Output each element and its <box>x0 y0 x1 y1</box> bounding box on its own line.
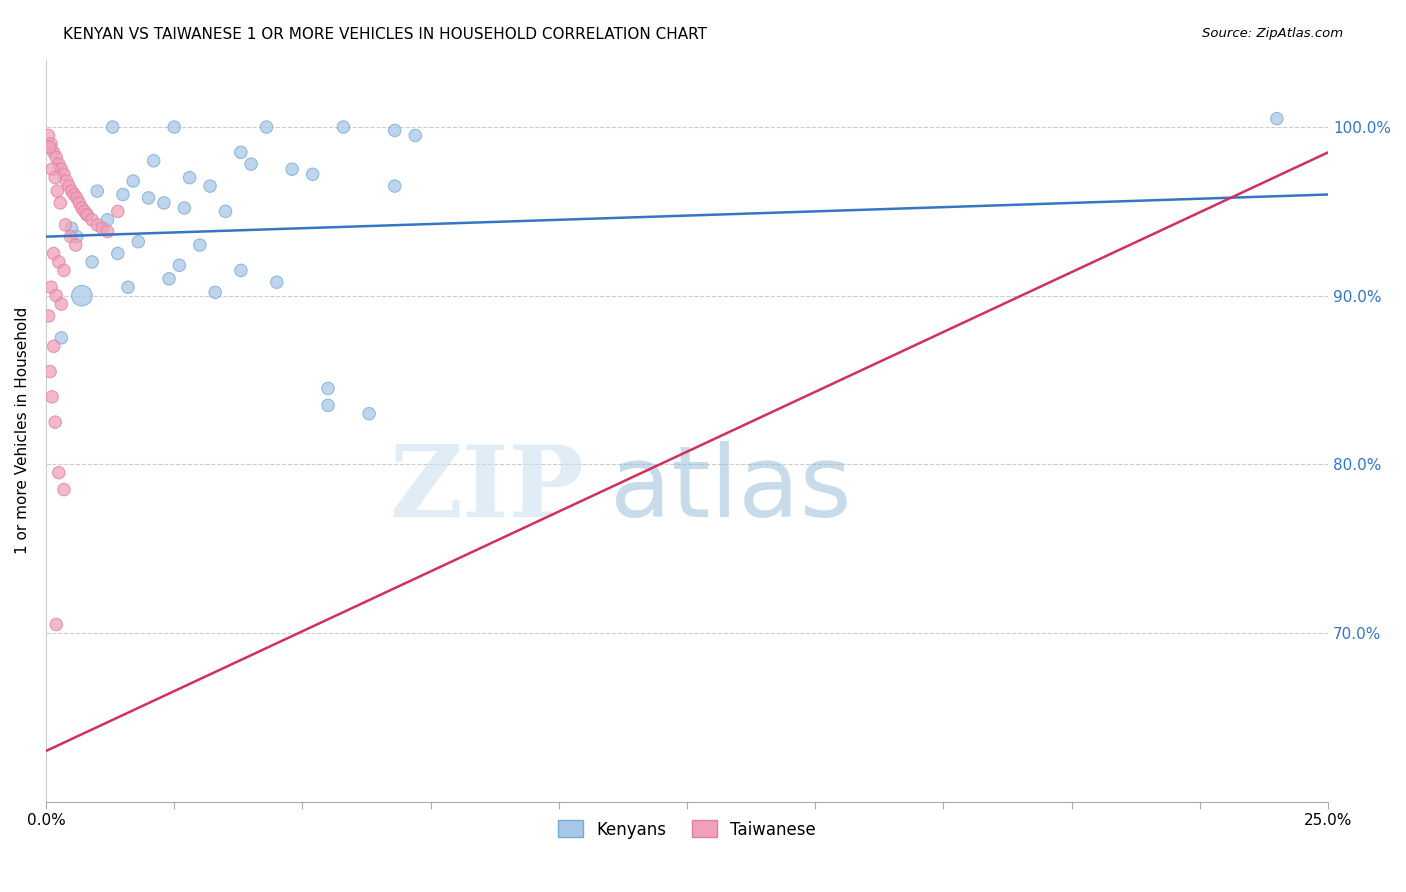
Legend: Kenyans, Taiwanese: Kenyans, Taiwanese <box>551 814 823 846</box>
Point <box>384 179 406 194</box>
Point <box>281 162 304 177</box>
Point <box>266 275 288 289</box>
Point <box>153 196 176 211</box>
Point <box>86 184 108 198</box>
Point <box>76 208 98 222</box>
Point <box>41 162 63 177</box>
Point <box>60 184 83 198</box>
Point <box>39 280 62 294</box>
Point <box>55 174 77 188</box>
Point <box>39 365 62 379</box>
Point <box>127 235 149 249</box>
Point <box>39 140 62 154</box>
Point <box>214 204 236 219</box>
Y-axis label: 1 or more Vehicles in Household: 1 or more Vehicles in Household <box>15 307 30 554</box>
Point <box>82 255 104 269</box>
Point <box>66 191 89 205</box>
Point <box>65 238 87 252</box>
Point <box>70 288 93 302</box>
Point <box>59 229 82 244</box>
Point <box>204 285 226 300</box>
Point <box>51 331 73 345</box>
Point <box>384 123 406 137</box>
Point <box>44 415 66 429</box>
Point <box>404 128 426 143</box>
Text: ZIP: ZIP <box>389 442 585 539</box>
Point <box>76 208 98 222</box>
Point <box>48 466 70 480</box>
Point <box>41 390 63 404</box>
Point <box>42 246 65 260</box>
Point <box>359 407 381 421</box>
Point <box>86 218 108 232</box>
Point <box>240 157 263 171</box>
Point <box>45 617 67 632</box>
Point <box>39 136 62 151</box>
Point <box>111 187 134 202</box>
Point <box>51 297 73 311</box>
Point <box>107 246 129 260</box>
Point <box>173 201 195 215</box>
Point <box>58 179 80 194</box>
Point <box>96 225 118 239</box>
Point <box>256 120 278 134</box>
Point <box>229 145 252 160</box>
Point <box>101 120 124 134</box>
Point <box>142 153 165 168</box>
Point <box>66 229 89 244</box>
Point <box>188 238 211 252</box>
Point <box>169 258 191 272</box>
Point <box>163 120 186 134</box>
Point <box>157 272 180 286</box>
Point <box>38 309 60 323</box>
Point <box>70 201 93 215</box>
Point <box>45 288 67 302</box>
Point <box>49 196 72 211</box>
Point <box>48 157 70 171</box>
Point <box>52 167 75 181</box>
Point <box>73 204 96 219</box>
Point <box>52 263 75 277</box>
Point <box>42 339 65 353</box>
Point <box>179 170 201 185</box>
Text: Source: ZipAtlas.com: Source: ZipAtlas.com <box>1202 27 1343 40</box>
Point <box>46 184 69 198</box>
Point <box>60 221 83 235</box>
Point <box>229 263 252 277</box>
Point <box>67 196 90 211</box>
Point <box>316 398 339 412</box>
Point <box>63 187 86 202</box>
Point <box>42 145 65 160</box>
Point <box>198 179 221 194</box>
Point <box>38 128 60 143</box>
Point <box>1265 112 1288 126</box>
Text: KENYAN VS TAIWANESE 1 OR MORE VEHICLES IN HOUSEHOLD CORRELATION CHART: KENYAN VS TAIWANESE 1 OR MORE VEHICLES I… <box>63 27 707 42</box>
Point <box>316 381 339 395</box>
Point <box>117 280 139 294</box>
Point <box>122 174 145 188</box>
Point <box>96 212 118 227</box>
Point <box>82 212 104 227</box>
Point <box>48 255 70 269</box>
Point <box>332 120 354 134</box>
Point <box>91 221 114 235</box>
Point <box>138 191 160 205</box>
Point <box>107 204 129 219</box>
Point <box>301 167 323 181</box>
Point <box>51 162 73 177</box>
Point <box>44 170 66 185</box>
Point <box>52 483 75 497</box>
Point <box>45 150 67 164</box>
Text: atlas: atlas <box>610 442 852 539</box>
Point <box>55 218 77 232</box>
